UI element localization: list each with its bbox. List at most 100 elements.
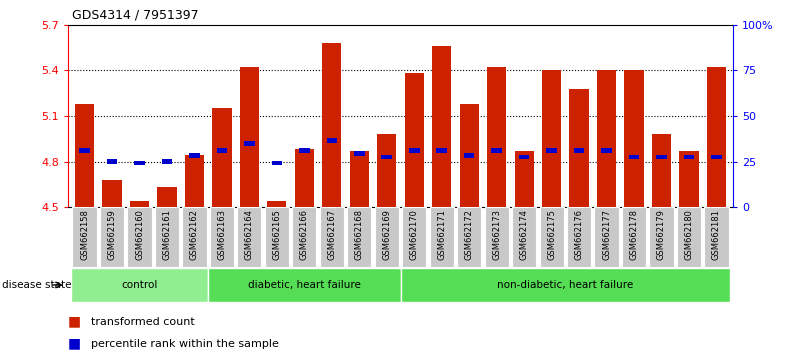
Bar [485, 207, 509, 267]
Bar [381, 155, 392, 159]
Bar [491, 148, 502, 153]
Bar [320, 207, 344, 267]
Bar [679, 151, 698, 207]
Text: GSM662159: GSM662159 [107, 209, 116, 259]
Text: GSM662178: GSM662178 [630, 209, 638, 260]
Bar [189, 153, 199, 158]
Bar [327, 138, 337, 143]
Bar [272, 161, 282, 165]
Text: GSM662180: GSM662180 [685, 209, 694, 260]
Bar [155, 207, 179, 267]
Bar [295, 149, 314, 207]
Text: GDS4314 / 7951397: GDS4314 / 7951397 [72, 9, 199, 22]
Bar [542, 70, 562, 207]
Bar [629, 155, 639, 159]
Text: control: control [121, 280, 158, 290]
Bar [208, 268, 400, 302]
Text: GSM662163: GSM662163 [217, 209, 227, 260]
Bar [127, 207, 151, 267]
Text: GSM662168: GSM662168 [355, 209, 364, 260]
Bar [432, 46, 451, 207]
Text: GSM662171: GSM662171 [437, 209, 446, 260]
Bar [239, 67, 259, 207]
Bar [107, 159, 117, 164]
Bar [216, 148, 227, 153]
Text: GSM662162: GSM662162 [190, 209, 199, 260]
Bar [460, 104, 479, 207]
Bar [567, 207, 591, 267]
Bar [162, 159, 172, 164]
Bar [602, 148, 612, 153]
Bar [210, 207, 234, 267]
Text: ■: ■ [68, 314, 81, 329]
Bar [656, 155, 666, 159]
Bar [100, 207, 124, 267]
Bar [684, 155, 694, 159]
Text: GSM662179: GSM662179 [657, 209, 666, 260]
Bar [457, 207, 481, 267]
Text: GSM662165: GSM662165 [272, 209, 281, 260]
Text: GSM662173: GSM662173 [492, 209, 501, 260]
Text: GSM662170: GSM662170 [410, 209, 419, 260]
Text: GSM662176: GSM662176 [574, 209, 584, 260]
Bar [706, 67, 726, 207]
Bar [512, 207, 536, 267]
Bar [103, 180, 122, 207]
Bar [594, 207, 618, 267]
Bar [70, 268, 208, 302]
Bar [183, 207, 207, 267]
Text: GSM662158: GSM662158 [80, 209, 89, 260]
Bar [185, 155, 204, 207]
Text: GSM662161: GSM662161 [163, 209, 171, 260]
Bar [375, 207, 399, 267]
Bar [429, 207, 454, 267]
Bar [652, 134, 671, 207]
Bar [519, 155, 529, 159]
Text: GSM662174: GSM662174 [520, 209, 529, 260]
Bar [409, 148, 420, 153]
Bar [268, 201, 287, 207]
Bar [570, 88, 589, 207]
Text: GSM662172: GSM662172 [465, 209, 473, 260]
Bar [75, 104, 95, 207]
Text: diabetic, heart failure: diabetic, heart failure [248, 280, 360, 290]
Bar [514, 151, 533, 207]
Bar [400, 268, 731, 302]
Bar [157, 187, 176, 207]
Bar [212, 108, 231, 207]
Text: transformed count: transformed count [91, 318, 195, 327]
Bar [292, 207, 316, 267]
Bar [487, 67, 506, 207]
Text: GSM662166: GSM662166 [300, 209, 309, 260]
Bar [130, 201, 149, 207]
Bar [350, 151, 369, 207]
Bar [437, 148, 447, 153]
Text: disease state: disease state [2, 280, 71, 290]
Text: GSM662160: GSM662160 [135, 209, 144, 260]
Text: GSM662181: GSM662181 [712, 209, 721, 260]
Bar [540, 207, 564, 267]
Text: GSM662167: GSM662167 [328, 209, 336, 260]
Bar [135, 161, 145, 165]
Text: GSM662164: GSM662164 [245, 209, 254, 260]
Bar [546, 148, 557, 153]
Bar [677, 207, 701, 267]
Text: GSM662169: GSM662169 [382, 209, 391, 260]
Bar [574, 148, 585, 153]
Bar [402, 207, 426, 267]
Bar [405, 73, 424, 207]
Bar [354, 152, 364, 156]
Bar [377, 134, 396, 207]
Bar [244, 141, 255, 146]
Text: ■: ■ [68, 336, 81, 350]
Bar [597, 70, 616, 207]
Bar [464, 153, 474, 158]
Bar [347, 207, 372, 267]
Bar [322, 43, 341, 207]
Bar [622, 207, 646, 267]
Bar [711, 155, 722, 159]
Text: GSM662175: GSM662175 [547, 209, 556, 260]
Bar [79, 148, 90, 153]
Bar [704, 207, 729, 267]
Bar [650, 207, 674, 267]
